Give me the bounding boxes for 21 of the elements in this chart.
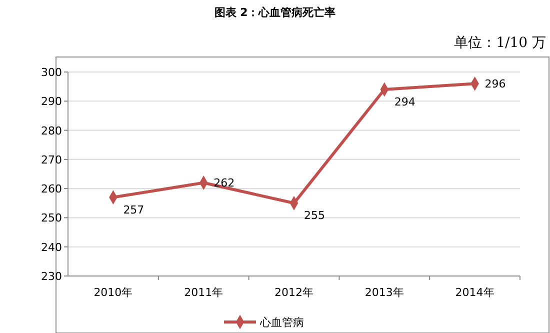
y-tick-label: 280 [41,124,62,138]
chart-title: 图表 2：心血管病死亡率 [214,6,336,19]
x-tick-label: 2014年 [455,286,494,299]
x-tick-label: 2012年 [274,286,314,299]
data-label: 257 [123,203,144,216]
x-tick-label: 2013年 [364,286,404,299]
data-label: 255 [304,209,325,222]
text: 单位：1/10 万 [454,35,546,51]
data-label: 296 [484,78,506,91]
y-tick-label: 250 [41,212,62,225]
y-tick-label: 240 [41,240,62,254]
x-tick-label: 2010年 [94,286,133,299]
y-tick-label: 290 [41,95,62,108]
y-tick-label: 270 [41,153,62,166]
data-label: 294 [394,95,416,108]
y-tick-label: 230 [41,270,62,283]
x-tick-label: 2011年 [184,286,224,299]
y-tick-label: 260 [41,182,62,196]
data-label: 262 [214,176,235,190]
legend-label: 心血管病 [259,316,304,329]
y-tick-label: 300 [41,66,62,79]
